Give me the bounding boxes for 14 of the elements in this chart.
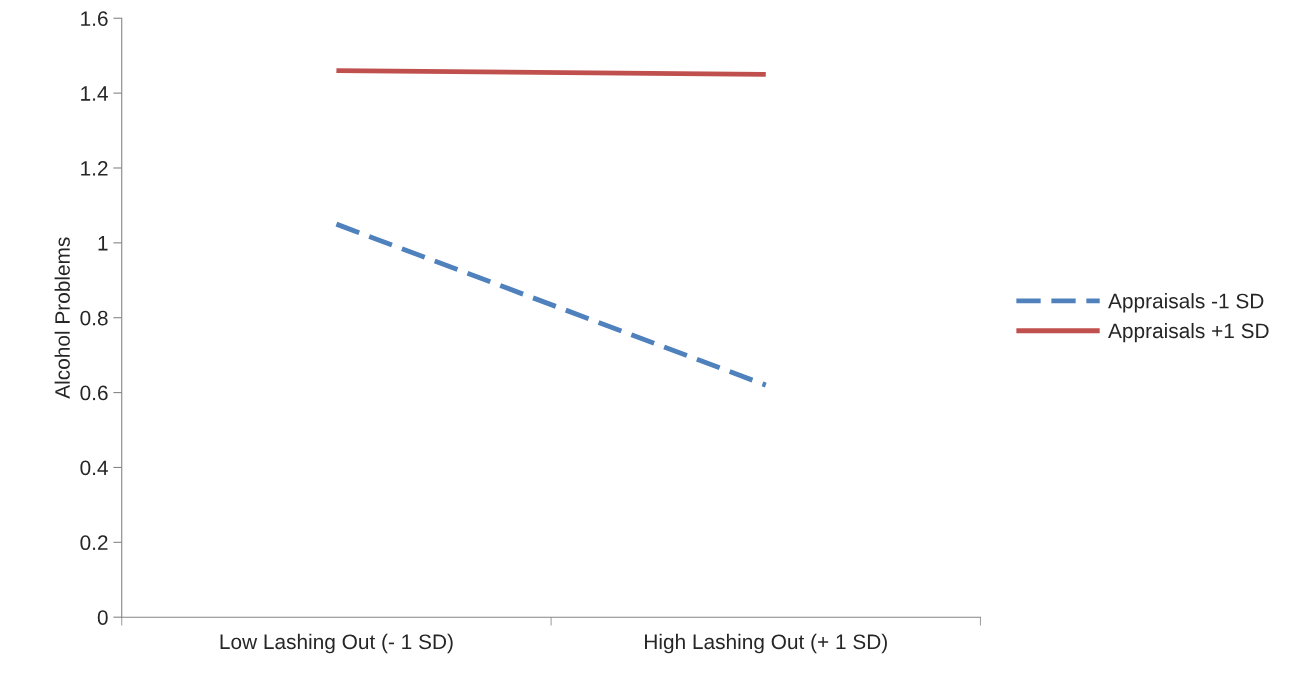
x-tick-label: High Lashing Out (+ 1 SD) xyxy=(645,633,887,654)
x-tick-label: Low Lashing Out (- 1 SD) xyxy=(220,633,453,654)
legend-label: Appraisals -1 SD xyxy=(1108,293,1264,313)
legend-label: Appraisals +1 SD xyxy=(1108,322,1269,343)
y-tick-label: 0.4 xyxy=(80,460,108,476)
y-tick-label: 1.6 xyxy=(81,11,108,27)
y-tick-label: 0.2 xyxy=(80,535,108,551)
y-tick-label: 0.8 xyxy=(80,310,108,326)
y-tick-label: 1.2 xyxy=(81,160,108,176)
y-tick-label: 0.6 xyxy=(80,385,108,401)
y-tick-label: 0 xyxy=(97,610,108,625)
y-tick-label: 1.4 xyxy=(81,86,108,101)
y-tick-label: 1 xyxy=(98,236,108,251)
y-axis-title: Alcohol Problems xyxy=(54,237,70,399)
